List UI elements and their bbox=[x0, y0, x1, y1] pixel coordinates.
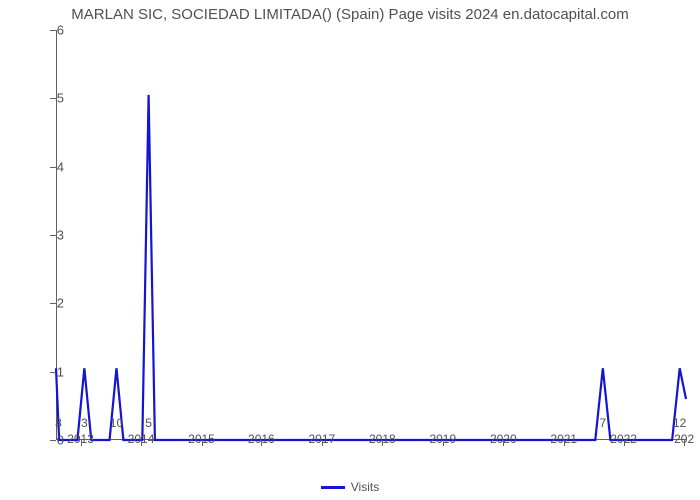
legend: Visits bbox=[0, 476, 700, 495]
x-sub-label: 7 bbox=[599, 416, 606, 430]
legend-item-visits: Visits bbox=[321, 480, 379, 494]
plot-area bbox=[56, 30, 686, 440]
y-tick-label: 1 bbox=[57, 364, 64, 379]
x-year-label: 2022 bbox=[610, 432, 637, 446]
y-tick bbox=[50, 440, 56, 441]
x-sub-label: 5 bbox=[145, 416, 152, 430]
chart-title: MARLAN SIC, SOCIEDAD LIMITADA() (Spain) … bbox=[0, 6, 700, 23]
y-tick bbox=[50, 372, 56, 373]
legend-label: Visits bbox=[351, 480, 379, 494]
x-year-label: 2020 bbox=[490, 432, 517, 446]
x-year-label: 2016 bbox=[248, 432, 275, 446]
y-tick-label: 3 bbox=[57, 228, 64, 243]
y-tick bbox=[50, 167, 56, 168]
y-tick bbox=[50, 98, 56, 99]
line-series bbox=[56, 30, 686, 440]
x-year-label: 2019 bbox=[429, 432, 456, 446]
x-year-label: 2014 bbox=[128, 432, 155, 446]
x-sub-label: 3 bbox=[81, 416, 88, 430]
x-sub-label: 10 bbox=[110, 416, 123, 430]
y-tick bbox=[50, 235, 56, 236]
y-tick-label: 2 bbox=[57, 296, 64, 311]
y-tick bbox=[50, 30, 56, 31]
x-sub-label: 12 bbox=[673, 416, 686, 430]
y-tick-label: 5 bbox=[57, 91, 64, 106]
y-tick-label: 4 bbox=[57, 159, 64, 174]
legend-swatch bbox=[321, 486, 345, 489]
x-year-label: 2015 bbox=[188, 432, 215, 446]
x-year-label: 2021 bbox=[550, 432, 577, 446]
x-year-label: 2018 bbox=[369, 432, 396, 446]
y-tick bbox=[50, 303, 56, 304]
y-tick-label: 6 bbox=[57, 23, 64, 38]
visits-chart: MARLAN SIC, SOCIEDAD LIMITADA() (Spain) … bbox=[0, 0, 700, 500]
y-tick-label: 0 bbox=[57, 433, 64, 448]
x-sub-label: 8 bbox=[55, 416, 62, 430]
x-year-label: 2017 bbox=[309, 432, 336, 446]
x-year-label: 2013 bbox=[67, 432, 94, 446]
x-year-label: 202 bbox=[674, 432, 694, 446]
